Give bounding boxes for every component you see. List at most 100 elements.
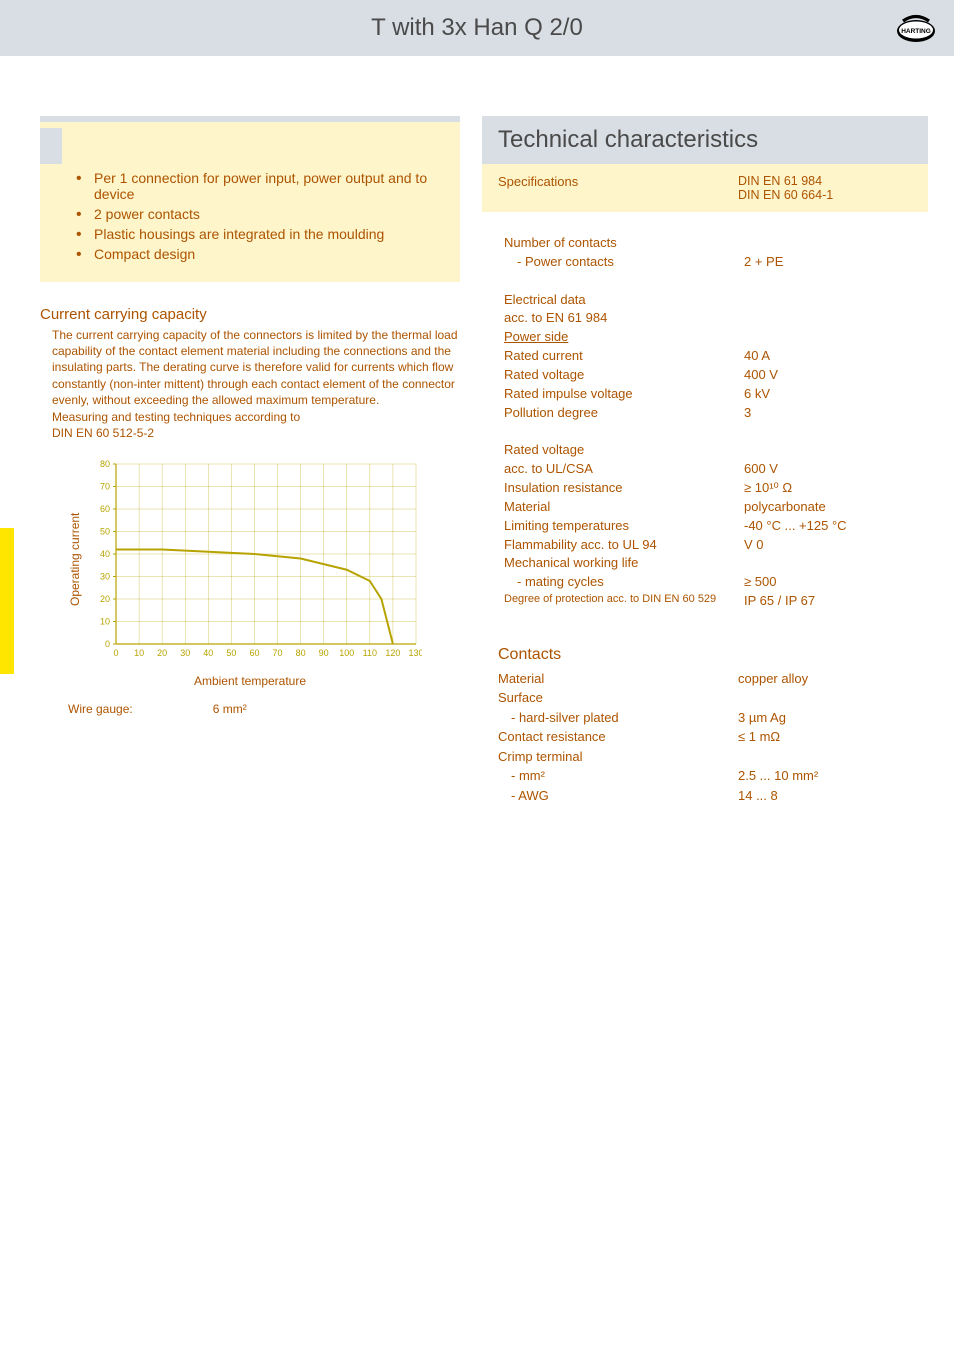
data-key: Limiting temperatures <box>504 517 744 536</box>
data-row: Rated voltage <box>504 441 912 460</box>
data-value: 6 kV <box>744 385 770 404</box>
data-row: - mating cycles≥ 500 <box>504 573 912 592</box>
tech-data-block: Number of contacts - Power contacts2 + P… <box>482 212 928 621</box>
chart-xlabel: Ambient temperature <box>40 674 460 688</box>
data-value: ≥ 10¹⁰ Ω <box>744 479 792 498</box>
svg-text:80: 80 <box>100 459 110 469</box>
svg-text:30: 30 <box>180 648 190 658</box>
svg-text:70: 70 <box>100 481 110 491</box>
specifications-values: DIN EN 61 984DIN EN 60 664-1 <box>738 174 833 202</box>
data-value: IP 65 / IP 67 <box>744 592 815 611</box>
data-row: Rated impulse voltage6 kV <box>504 385 912 404</box>
svg-text:50: 50 <box>100 526 110 536</box>
data-row: Materialcopper alloy <box>498 669 912 689</box>
data-value: 400 V <box>744 366 778 385</box>
page-title: T with 3x Han Q 2/0 <box>0 14 954 42</box>
data-value: 14 ... 8 <box>738 786 778 806</box>
data-key: Rated voltage <box>504 366 744 385</box>
feature-item: Compact design <box>76 246 446 262</box>
svg-text:70: 70 <box>273 648 283 658</box>
data-row: - mm²2.5 ... 10 mm² <box>498 766 912 786</box>
data-row: Insulation resistance≥ 10¹⁰ Ω <box>504 479 912 498</box>
data-key: - mating cycles <box>504 573 744 592</box>
svg-text:0: 0 <box>105 639 110 649</box>
svg-text:10: 10 <box>134 648 144 658</box>
data-key: - Power contacts <box>504 253 744 272</box>
data-row: Contact resistance≤ 1 mΩ <box>498 727 912 747</box>
chart-svg: 0102030405060708090100110120130010203040… <box>88 458 422 660</box>
svg-text:40: 40 <box>203 648 213 658</box>
capacity-heading: Current carrying capacity <box>40 306 460 323</box>
svg-text:120: 120 <box>385 648 400 658</box>
wire-gauge-label: Wire gauge: <box>68 702 133 716</box>
specifications-label: Specifications <box>498 174 738 202</box>
data-key: - AWG <box>498 786 738 806</box>
specification-line: DIN EN 61 984 <box>738 174 833 188</box>
svg-text:110: 110 <box>363 648 377 658</box>
data-value: 40 A <box>744 347 770 366</box>
capacity-note2: DIN EN 60 512-5-2 <box>40 426 460 440</box>
data-row: - Power contacts2 + PE <box>504 253 912 272</box>
capacity-note1: Measuring and testing techniques accordi… <box>40 410 460 424</box>
svg-text:60: 60 <box>100 504 110 514</box>
data-key: Number of contacts <box>504 234 744 253</box>
data-row: Pollution degree3 <box>504 404 912 423</box>
data-row: Limiting temperatures-40 °C ... +125 °C <box>504 517 912 536</box>
derating-chart: Operating current 0 10 20 30 40 50 60 70 80 90 100… <box>40 458 460 716</box>
data-value: 3 <box>744 404 751 423</box>
data-value: ≤ 1 mΩ <box>738 727 780 747</box>
data-row: - hard-silver plated3 µm Ag <box>498 708 912 728</box>
data-value: 600 V <box>744 460 778 479</box>
data-key: Surface <box>498 688 738 708</box>
data-key: Pollution degree <box>504 404 744 423</box>
data-key: Mechanical working life <box>504 554 744 573</box>
data-key: - hard-silver plated <box>498 708 738 728</box>
data-row: Materialpolycarbonate <box>504 498 912 517</box>
chart-ylabel: Operating current <box>68 458 82 660</box>
svg-text:60: 60 <box>249 648 259 658</box>
data-value: V 0 <box>744 536 764 555</box>
wire-gauge: Wire gauge: 6 mm² <box>40 702 460 716</box>
data-key: Degree of protection acc. to DIN EN 60 5… <box>504 592 744 611</box>
data-row: Rated current40 A <box>504 347 912 366</box>
data-value: ≥ 500 <box>744 573 776 592</box>
feature-item: 2 power contacts <box>76 206 446 222</box>
svg-text:100: 100 <box>339 648 354 658</box>
specification-line: DIN EN 60 664-1 <box>738 188 833 202</box>
svg-text:10: 10 <box>100 616 110 626</box>
data-value: polycarbonate <box>744 498 826 517</box>
harting-logo: HARTING <box>896 13 936 43</box>
data-value: 2.5 ... 10 mm² <box>738 766 818 786</box>
svg-text:30: 30 <box>100 571 110 581</box>
data-row: Degree of protection acc. to DIN EN 60 5… <box>504 592 912 611</box>
data-key: Rated current <box>504 347 744 366</box>
svg-text:40: 40 <box>100 549 110 559</box>
data-key: Crimp terminal <box>498 747 738 767</box>
feature-item: Per 1 connection for power input, power … <box>76 170 446 202</box>
data-key: - mm² <box>498 766 738 786</box>
data-value: 3 µm Ag <box>738 708 786 728</box>
data-row: Flammability acc. to UL 94V 0 <box>504 536 912 555</box>
capacity-section: Current carrying capacity The current ca… <box>40 306 460 440</box>
contacts-title: Contacts <box>498 643 912 667</box>
data-row: acc. to UL/CSA600 V <box>504 460 912 479</box>
right-column: Technical characteristics Specifications… <box>482 116 928 815</box>
data-key: acc. to UL/CSA <box>504 460 744 479</box>
data-row: - AWG14 ... 8 <box>498 786 912 806</box>
data-row: Surface <box>498 688 912 708</box>
svg-text:90: 90 <box>319 648 329 658</box>
capacity-body: The current carrying capacity of the con… <box>40 327 460 408</box>
svg-text:20: 20 <box>100 594 110 604</box>
data-value: copper alloy <box>738 669 808 689</box>
svg-text:80: 80 <box>296 648 306 658</box>
contacts-block: Contacts Materialcopper alloySurface - h… <box>482 621 928 816</box>
yellow-side-bar <box>0 528 14 674</box>
left-column: Per 1 connection for power input, power … <box>40 116 460 815</box>
elec-data-sub: acc. to EN 61 984 <box>504 309 744 328</box>
data-row: Number of contacts <box>504 234 912 253</box>
svg-text:HARTING: HARTING <box>901 28 931 35</box>
data-value: 2 + PE <box>744 253 783 272</box>
data-key: Material <box>498 669 738 689</box>
data-key: Contact resistance <box>498 727 738 747</box>
data-key: Material <box>504 498 744 517</box>
